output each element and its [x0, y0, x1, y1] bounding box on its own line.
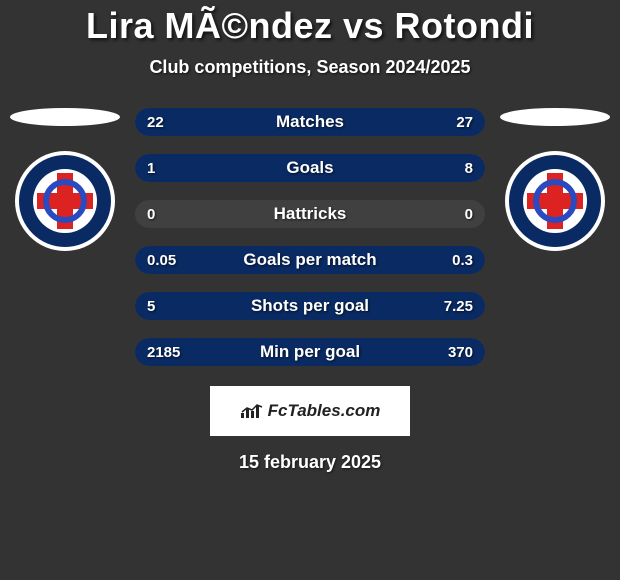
left-player-column [5, 108, 125, 251]
stat-row-shots-per-goal: 5 7.25 Shots per goal [135, 292, 485, 320]
stat-value-left: 5 [147, 298, 155, 315]
left-club-badge [15, 151, 115, 251]
stat-value-right: 7.25 [444, 298, 473, 315]
stat-label: Min per goal [260, 342, 360, 362]
page-subtitle: Club competitions, Season 2024/2025 [0, 57, 620, 78]
stat-label: Hattricks [274, 204, 347, 224]
stat-value-left: 1 [147, 160, 155, 177]
right-club-badge [505, 151, 605, 251]
stat-value-right: 370 [448, 344, 473, 361]
stat-label: Goals per match [243, 250, 376, 270]
brand-footer[interactable]: FcTables.com [210, 386, 410, 436]
right-player-placeholder-ellipse [500, 108, 610, 126]
stats-column: 22 27 Matches 1 8 Goals 0 0 Hattricks 0.05 0.3 Goal… [135, 108, 485, 366]
chart-line-icon [240, 403, 264, 419]
brand-text: FcTables.com [268, 401, 381, 421]
stat-row-hattricks: 0 0 Hattricks [135, 200, 485, 228]
stat-row-matches: 22 27 Matches [135, 108, 485, 136]
stat-value-right: 27 [456, 114, 473, 131]
stat-row-goals: 1 8 Goals [135, 154, 485, 182]
stat-value-left: 0 [147, 206, 155, 223]
stat-label: Matches [276, 112, 344, 132]
stat-value-right: 8 [465, 160, 473, 177]
comparison-widget: Lira MÃ©ndez vs Rotondi Club competition… [0, 0, 620, 473]
left-player-placeholder-ellipse [10, 108, 120, 126]
main-row: 22 27 Matches 1 8 Goals 0 0 Hattricks 0.05 0.3 Goal… [0, 108, 620, 366]
stat-value-right: 0 [465, 206, 473, 223]
stat-value-right: 0.3 [452, 252, 473, 269]
stat-value-left: 0.05 [147, 252, 176, 269]
stat-value-left: 2185 [147, 344, 180, 361]
stat-row-goals-per-match: 0.05 0.3 Goals per match [135, 246, 485, 274]
right-player-column [495, 108, 615, 251]
stat-label: Goals [286, 158, 333, 178]
stat-value-left: 22 [147, 114, 164, 131]
stat-row-min-per-goal: 2185 370 Min per goal [135, 338, 485, 366]
page-title: Lira MÃ©ndez vs Rotondi [0, 5, 620, 47]
footer-date: 15 february 2025 [0, 452, 620, 473]
stat-label: Shots per goal [251, 296, 369, 316]
